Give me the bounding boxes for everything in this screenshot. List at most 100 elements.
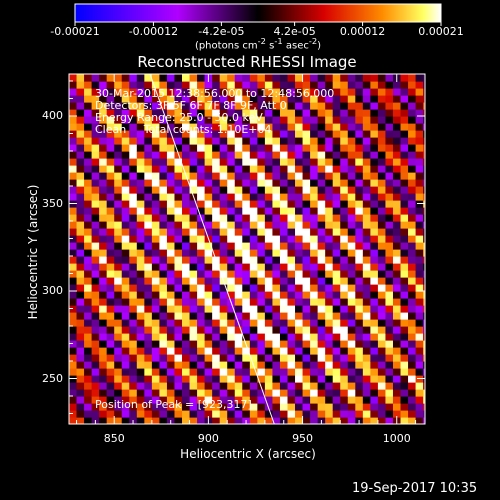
heatmap-cell [415,291,424,299]
heatmap-cell [362,165,371,173]
heatmap-cell [302,214,311,222]
heatmap-cell [302,95,311,103]
heatmap-cell [204,312,213,320]
heatmap-cell [189,410,198,418]
heatmap-cell [385,179,394,187]
heatmap-cell [189,417,198,424]
heatmap-cell [362,130,371,138]
heatmap-cell [182,263,191,271]
heatmap-cell [340,382,349,390]
heatmap-cell [69,312,78,320]
heatmap-cell [362,256,371,264]
heatmap-cell [84,389,93,397]
heatmap-cell [234,221,243,229]
heatmap-cell [159,88,168,96]
heatmap-cell [227,410,236,418]
heatmap-cell [347,403,356,411]
heatmap-cell [166,256,176,264]
heatmap-cell [347,417,356,424]
heatmap-cell [84,207,93,215]
heatmap-cell [272,417,281,424]
heatmap-cell [325,88,334,96]
heatmap-cell [279,123,289,131]
heatmap-cell [317,242,326,250]
heatmap-cell [295,116,304,124]
heatmap-cell [400,403,409,411]
heatmap-cell [144,200,153,208]
heatmap-cell [272,235,281,243]
heatmap-cell [189,81,198,89]
heatmap-cell [84,340,93,348]
heatmap-cell [234,256,243,264]
heatmap-cell [121,200,130,208]
heatmap-cell [159,417,168,424]
heatmap-cell [99,403,108,411]
heatmap-cell [317,389,326,397]
heatmap-cell [99,417,108,424]
heatmap-cell [257,291,266,299]
heatmap-cell [204,95,213,103]
heatmap-cell [257,347,266,355]
heatmap-cell [99,284,108,292]
heatmap-cell [99,249,108,257]
heatmap-cell [310,305,319,313]
heatmap-cell [159,95,168,103]
heatmap-cell [377,186,387,194]
heatmap-cell [234,298,243,306]
heatmap-cell [219,130,228,138]
heatmap-cell [121,284,130,292]
heatmap-cell [76,319,85,327]
heatmap-cell [272,298,281,306]
heatmap-cell [377,417,387,424]
heatmap-cell [310,81,319,89]
heatmap-cell [302,256,311,264]
heatmap-cell [159,305,168,313]
heatmap-cell [302,235,311,243]
heatmap-cell [362,375,371,383]
heatmap-cell [317,102,326,110]
heatmap-cell [408,417,417,424]
heatmap-cell [69,410,78,418]
heatmap-cell [234,95,243,103]
heatmap-cell [189,256,198,264]
heatmap-cell [197,312,206,320]
heatmap-cell [91,102,100,110]
y-tick-label: 350 [42,196,63,210]
heatmap-cell [317,81,326,89]
heatmap-cell [136,221,145,229]
axis-ticks [69,74,425,424]
heatmap-cell [279,256,289,264]
heatmap-cell [325,361,334,369]
heatmap-cell [136,305,145,313]
heatmap-cell [370,214,379,222]
heatmap-cell [189,277,198,285]
heatmap-cell [295,179,304,187]
heatmap-cell [219,368,228,376]
heatmap-cell [242,340,251,348]
heatmap-cell [197,277,206,285]
heatmap-cell [129,389,138,397]
heatmap-cell [347,375,356,383]
heatmap-cell [234,375,243,383]
chart-title: Reconstructed RHESSI Image [137,53,357,71]
heatmap-cell [295,326,304,334]
heatmap-cell [242,270,251,278]
heatmap-cell [136,179,145,187]
heatmap-cell [99,109,108,117]
heatmap-cell [362,151,371,159]
heatmap-cell [355,228,364,236]
heatmap-cell [392,249,402,257]
heatmap-cell [114,200,123,208]
heatmap-cell [415,165,424,173]
heatmap-cell [392,270,402,278]
heatmap-cell [370,144,379,152]
heatmap-cell [227,109,236,117]
heatmap-cell [106,256,115,264]
heatmap-cell [212,221,221,229]
heatmap-cell [159,340,168,348]
heatmap-cell [257,361,266,369]
heatmap-cell [174,123,183,131]
heatmap-cell [340,74,349,82]
heatmap-cell [84,361,93,369]
heatmap-cell [69,109,78,117]
